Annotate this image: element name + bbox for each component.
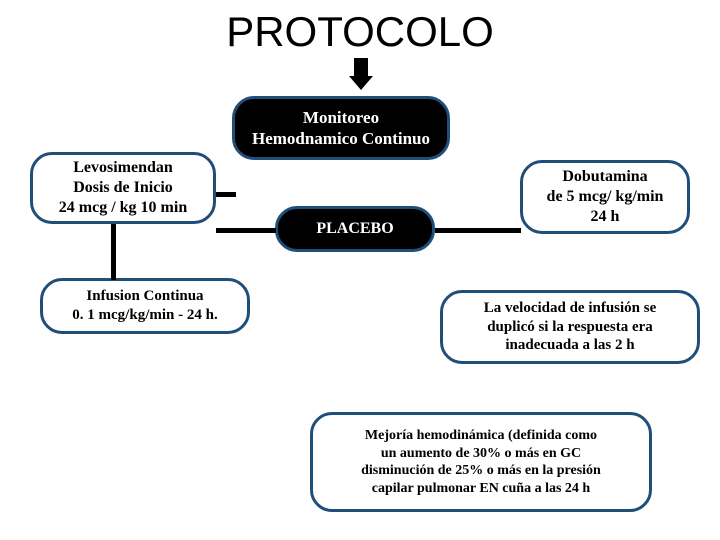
box-line: inadecuada a las 2 h: [484, 336, 657, 355]
box-line: 0. 1 mcg/kg/min - 24 h.: [72, 306, 217, 325]
box-line: Mejoría hemodinámica (definida como: [361, 427, 601, 445]
box-line: Dobutamina: [547, 167, 664, 187]
box-line: 24 mcg / kg 10 min: [59, 198, 187, 218]
box-velocidad: La velocidad de infusión seduplicó si la…: [440, 290, 700, 364]
box-placebo: PLACEBO: [275, 206, 435, 252]
box-line: Infusion Continua: [72, 287, 217, 306]
box-monitoreo: MonitoreoHemodnamico Continuo: [232, 96, 450, 160]
arrow-down-shaft: [354, 58, 368, 78]
arrow-down-head: [349, 76, 373, 90]
box-line: 24 h: [547, 207, 664, 227]
box-line: Dosis de Inicio: [59, 178, 187, 198]
box-line: capilar pulmonar EN cuña a las 24 h: [361, 480, 601, 498]
page-title: PROTOCOLO: [0, 8, 720, 56]
box-line: Monitoreo: [252, 107, 430, 128]
box-line: Levosimendan: [59, 158, 187, 178]
box-infusion: Infusion Continua0. 1 mcg/kg/min - 24 h.: [40, 278, 250, 334]
connector-line: [216, 192, 236, 197]
box-line: un aumento de 30% o más en GC: [361, 445, 601, 463]
box-line: PLACEBO: [316, 219, 393, 239]
box-line: de 5 mcg/ kg/min: [547, 187, 664, 207]
connector-line: [216, 228, 276, 233]
box-line: duplicó si la respuesta era: [484, 318, 657, 337]
box-line: disminución de 25% o más en la presión: [361, 462, 601, 480]
connector-line: [435, 228, 521, 233]
box-line: Hemodnamico Continuo: [252, 128, 430, 149]
box-dobutamina: Dobutaminade 5 mcg/ kg/min24 h: [520, 160, 690, 234]
connector-line: [111, 224, 116, 280]
box-mejoria: Mejoría hemodinámica (definida comoun au…: [310, 412, 652, 512]
box-levosimendan: LevosimendanDosis de Inicio24 mcg / kg 1…: [30, 152, 216, 224]
box-line: La velocidad de infusión se: [484, 299, 657, 318]
